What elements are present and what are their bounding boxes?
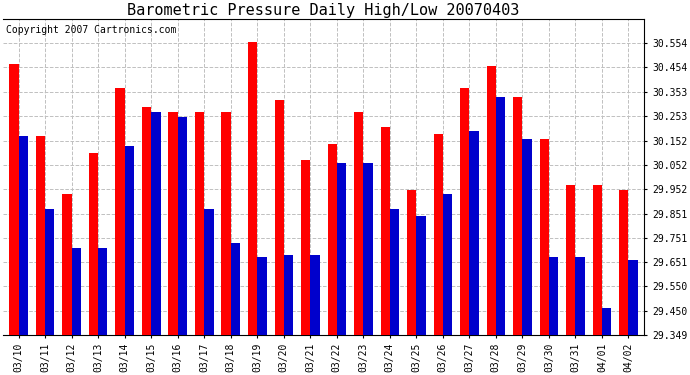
- Bar: [602, 308, 611, 335]
- Bar: [593, 185, 602, 335]
- Bar: [310, 255, 319, 335]
- Bar: [540, 139, 549, 335]
- Bar: [486, 66, 496, 335]
- Bar: [204, 209, 213, 335]
- Bar: [337, 163, 346, 335]
- Bar: [178, 117, 187, 335]
- Bar: [619, 189, 629, 335]
- Bar: [275, 100, 284, 335]
- Bar: [230, 243, 240, 335]
- Bar: [381, 126, 390, 335]
- Bar: [522, 139, 532, 335]
- Bar: [390, 209, 399, 335]
- Bar: [407, 189, 416, 335]
- Bar: [62, 194, 72, 335]
- Bar: [36, 136, 45, 335]
- Bar: [195, 112, 204, 335]
- Bar: [45, 209, 55, 335]
- Bar: [364, 163, 373, 335]
- Bar: [416, 216, 426, 335]
- Bar: [72, 248, 81, 335]
- Bar: [125, 146, 134, 335]
- Bar: [142, 107, 151, 335]
- Bar: [496, 98, 505, 335]
- Bar: [549, 257, 558, 335]
- Bar: [629, 260, 638, 335]
- Bar: [151, 112, 161, 335]
- Bar: [168, 112, 178, 335]
- Bar: [575, 257, 584, 335]
- Bar: [221, 112, 230, 335]
- Title: Barometric Pressure Daily High/Low 20070403: Barometric Pressure Daily High/Low 20070…: [128, 3, 520, 18]
- Bar: [354, 112, 364, 335]
- Bar: [566, 185, 575, 335]
- Bar: [328, 144, 337, 335]
- Bar: [257, 257, 266, 335]
- Bar: [469, 131, 479, 335]
- Bar: [98, 248, 108, 335]
- Bar: [10, 63, 19, 335]
- Bar: [460, 88, 469, 335]
- Bar: [248, 42, 257, 335]
- Bar: [513, 98, 522, 335]
- Bar: [301, 160, 310, 335]
- Bar: [284, 255, 293, 335]
- Bar: [19, 136, 28, 335]
- Bar: [89, 153, 98, 335]
- Bar: [433, 134, 443, 335]
- Bar: [443, 194, 452, 335]
- Text: Copyright 2007 Cartronics.com: Copyright 2007 Cartronics.com: [6, 25, 177, 35]
- Bar: [115, 88, 125, 335]
